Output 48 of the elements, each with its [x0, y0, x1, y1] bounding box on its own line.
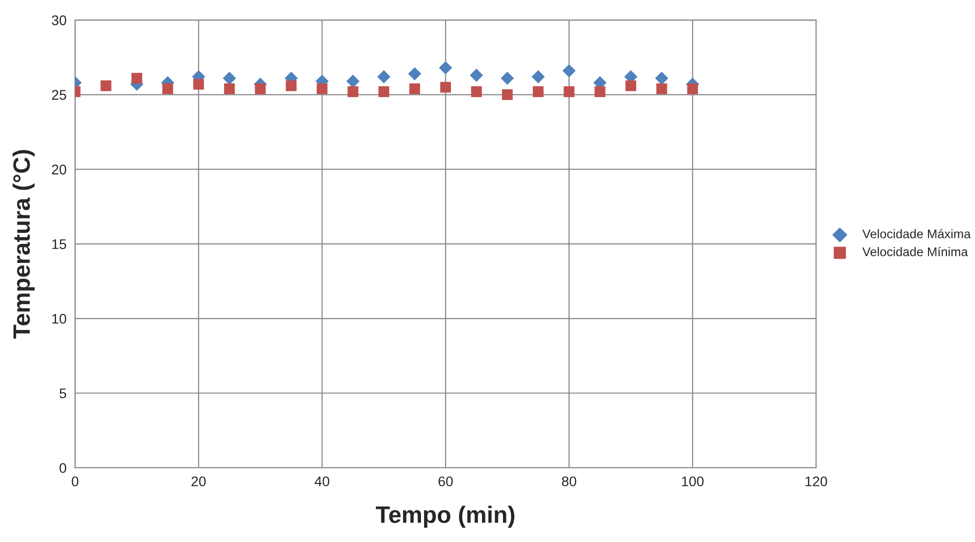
y-tick-label: 25 — [52, 90, 66, 100]
point — [438, 61, 452, 74]
y-tick-label: 5 — [60, 388, 66, 398]
point — [440, 82, 451, 93]
point — [377, 70, 390, 84]
point — [162, 83, 174, 94]
point — [471, 86, 482, 98]
point — [687, 83, 698, 94]
point — [131, 72, 142, 84]
point — [564, 86, 574, 98]
point — [656, 83, 668, 94]
point — [378, 86, 390, 98]
point — [222, 72, 236, 85]
x-axis-title: Tempo (min) — [376, 506, 514, 528]
point — [409, 83, 420, 94]
point — [655, 72, 668, 85]
point — [224, 83, 235, 94]
point — [470, 68, 484, 82]
point — [100, 80, 112, 92]
y-tick-label: 20 — [52, 164, 66, 174]
x-tick-label: 80 — [562, 476, 576, 486]
point — [193, 78, 204, 90]
x-tick-label: 0 — [72, 476, 78, 486]
point — [502, 89, 513, 100]
y-tick-label: 10 — [52, 314, 66, 324]
point — [625, 80, 636, 92]
point — [500, 72, 514, 85]
legend-label: Velocidade Mínima — [862, 246, 968, 256]
x-tick-label: 20 — [192, 476, 206, 486]
x-tick-label: 60 — [438, 476, 453, 486]
point — [594, 86, 606, 98]
point — [408, 67, 422, 80]
x-tick-label: 100 — [682, 476, 704, 486]
point — [532, 86, 544, 98]
x-tick-label: 120 — [806, 476, 828, 486]
y-tick-label: 30 — [52, 15, 66, 26]
y-axis-title: Temperatura (°C) — [12, 150, 35, 339]
point — [316, 83, 328, 94]
y-tick-label: 0 — [60, 463, 66, 473]
y-tick-label: 15 — [52, 239, 66, 250]
x-tick-label: 40 — [314, 476, 330, 486]
point — [346, 74, 360, 88]
point — [348, 86, 358, 98]
point — [532, 70, 545, 84]
point — [286, 80, 297, 92]
point — [254, 83, 266, 94]
legend-label: Velocidade Máxima — [862, 228, 971, 238]
point — [562, 64, 576, 78]
